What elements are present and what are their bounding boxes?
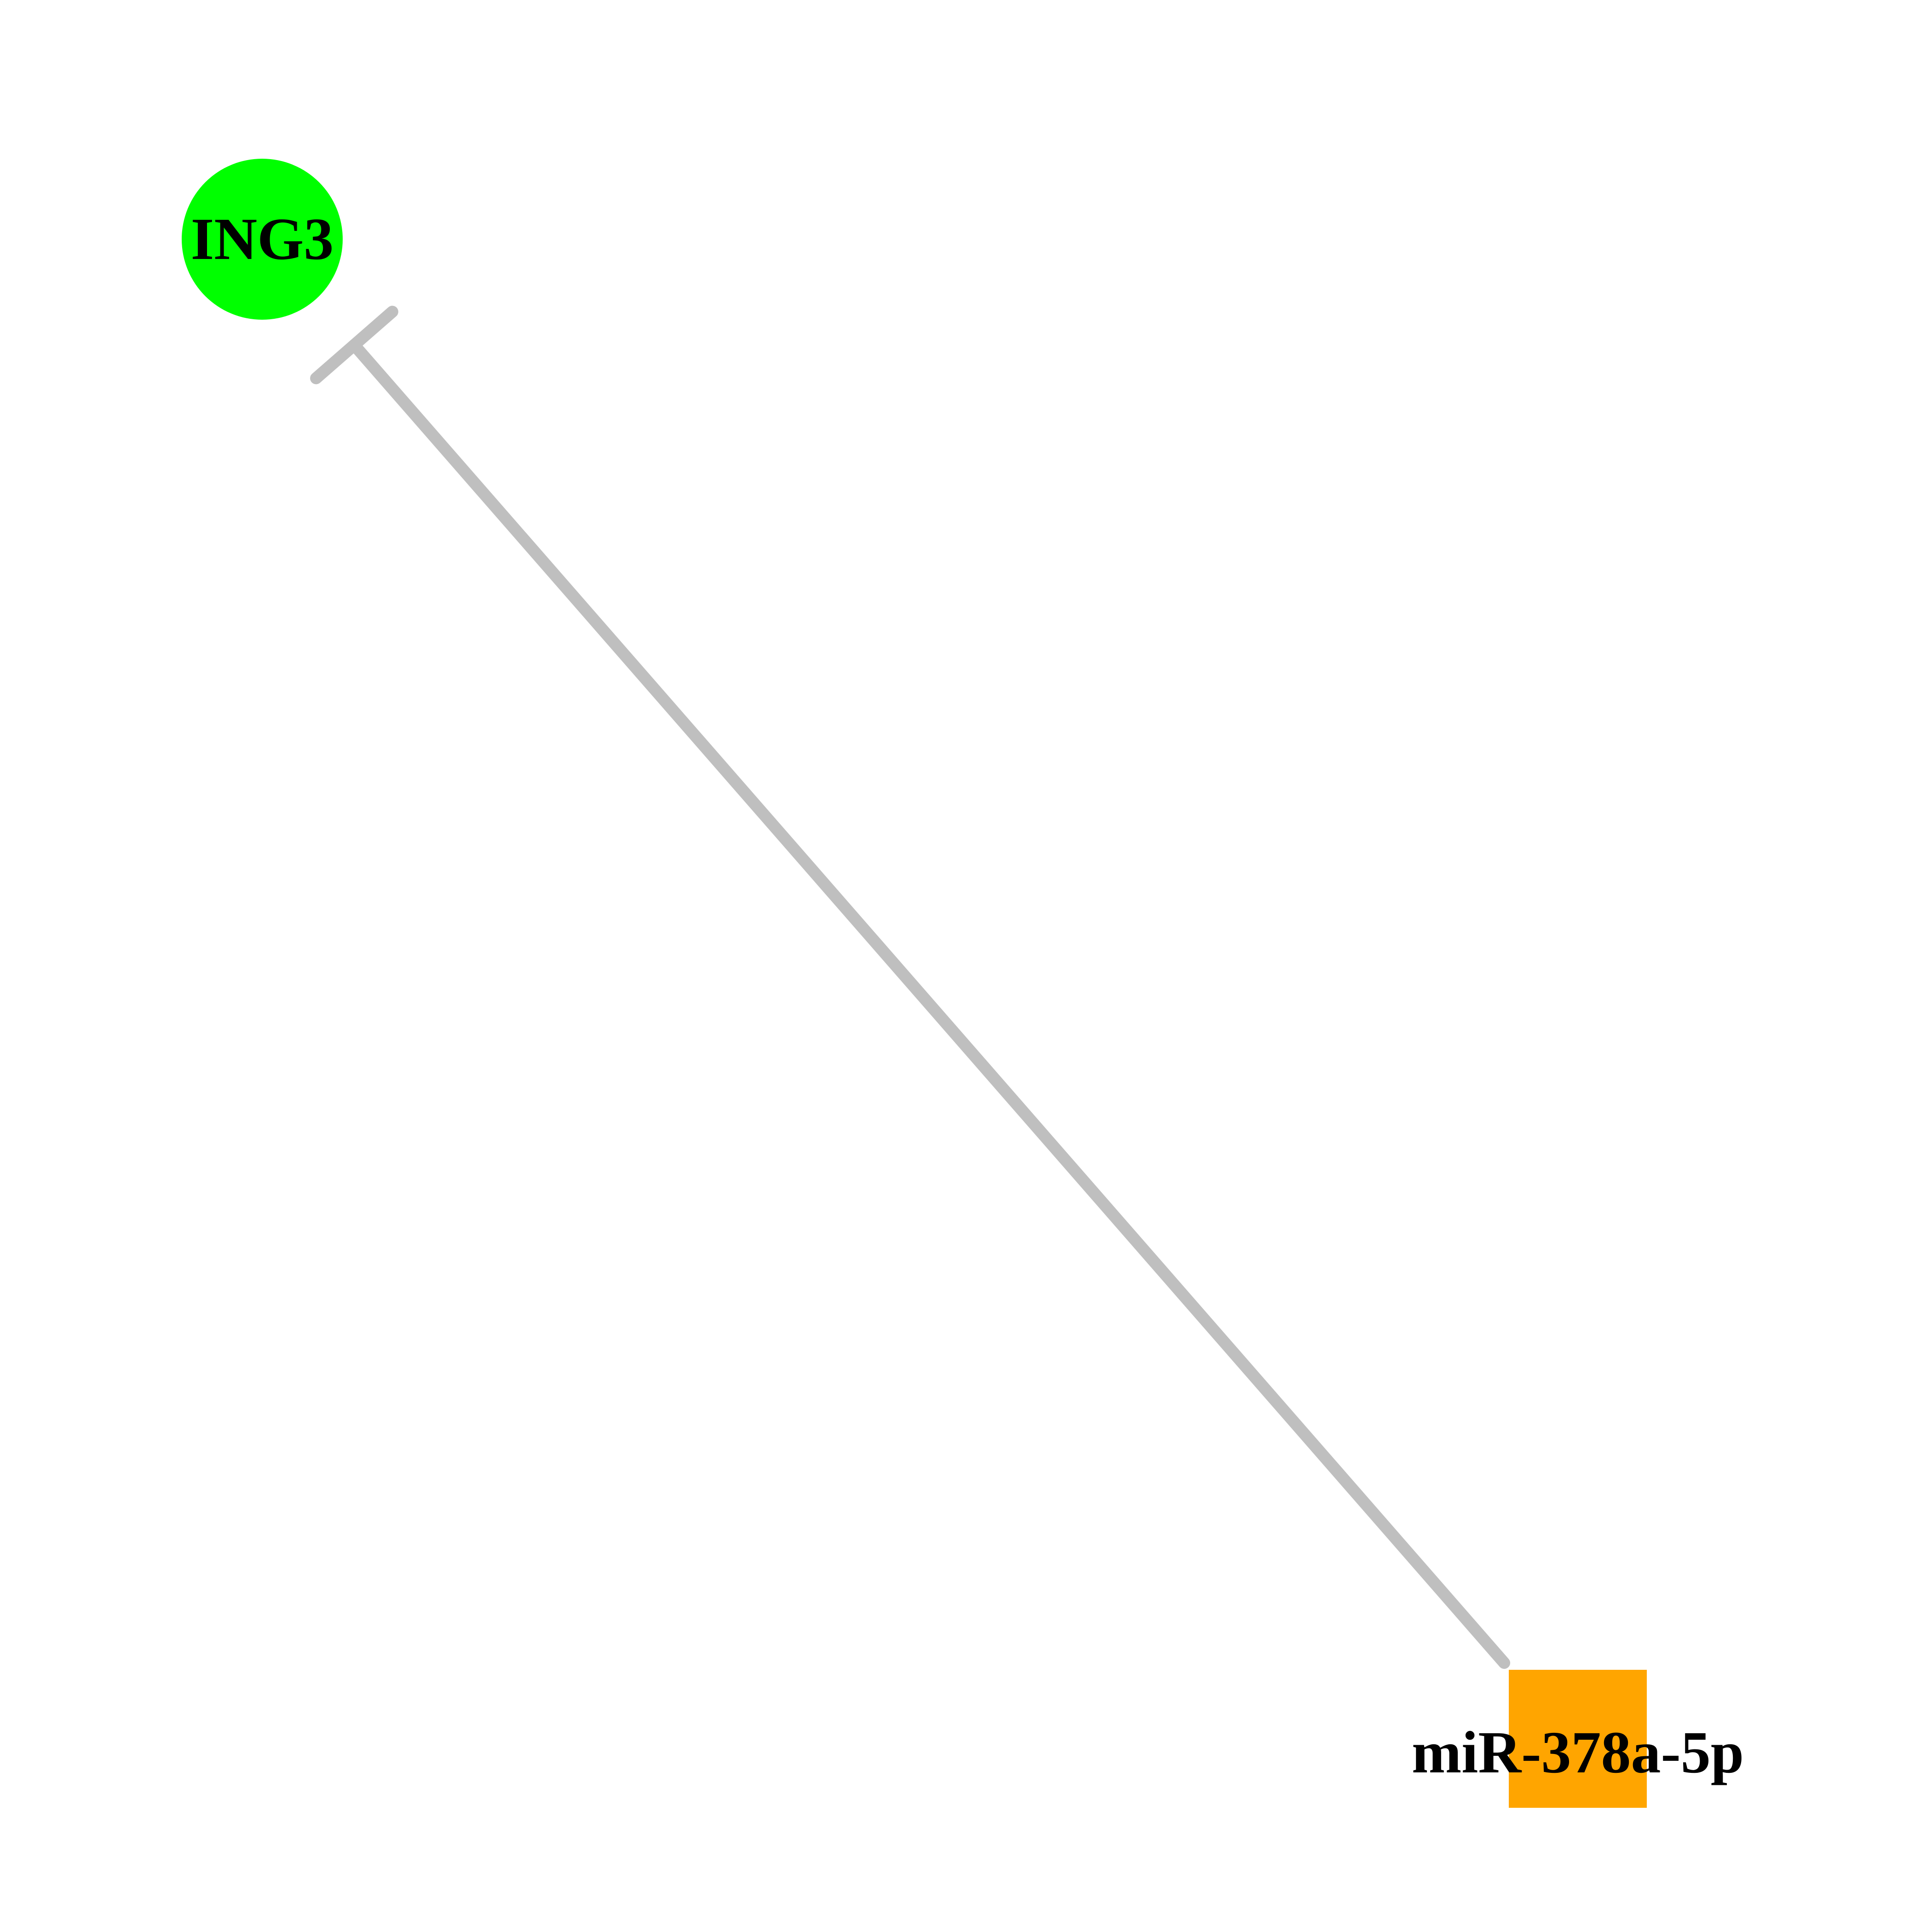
node-label-ing3: ING3 [191,205,334,274]
edge-mir378a5p-ing3 [316,312,1504,1663]
node-label-mir378a5p: miR-378a-5p [1412,1718,1744,1787]
diagram-canvas: ING3 miR-378a-5p [0,0,1932,1932]
